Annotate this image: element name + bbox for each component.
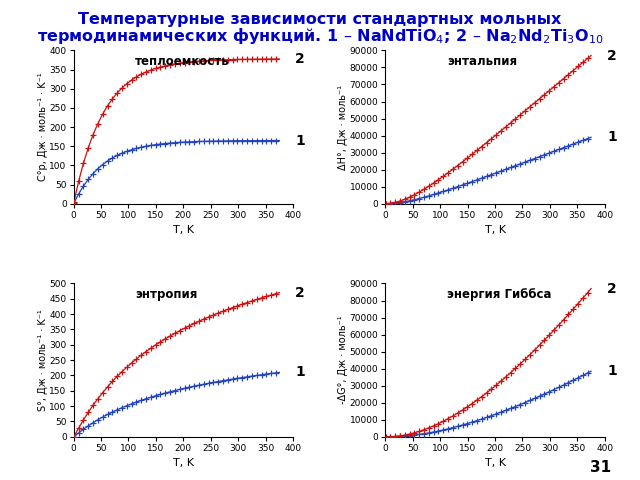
Y-axis label: -ΔG°, Дж · моль⁻¹: -ΔG°, Дж · моль⁻¹ <box>338 316 348 405</box>
X-axis label: T, K: T, K <box>484 225 506 235</box>
Text: 1: 1 <box>607 130 617 144</box>
Text: термодинамических функций. 1 – NaNdTiO$_4$; 2 – Na$_2$Nd$_2$Ti$_3$O$_{10}$: термодинамических функций. 1 – NaNdTiO$_… <box>36 26 604 47</box>
Text: 2: 2 <box>295 286 305 300</box>
Text: 1: 1 <box>295 365 305 379</box>
Text: энтропия: энтропия <box>135 288 197 301</box>
Text: 2: 2 <box>295 52 305 66</box>
Text: энергия Гиббса: энергия Гиббса <box>447 288 551 301</box>
Text: 31: 31 <box>590 460 611 475</box>
Y-axis label: ΔH°, Дж · моль⁻¹: ΔH°, Дж · моль⁻¹ <box>338 84 348 169</box>
Text: энтальпия: энтальпия <box>447 55 517 68</box>
Text: Температурные зависимости стандартных мольных: Температурные зависимости стандартных мо… <box>78 12 562 27</box>
Text: 1: 1 <box>295 133 305 147</box>
X-axis label: T, K: T, K <box>173 458 194 468</box>
Y-axis label: C°p, Дж · моль⁻¹ · K⁻¹: C°p, Дж · моль⁻¹ · K⁻¹ <box>38 73 48 181</box>
Text: теплоемкость: теплоемкость <box>135 55 230 68</box>
Text: 2: 2 <box>607 282 617 296</box>
X-axis label: T, K: T, K <box>173 225 194 235</box>
Y-axis label: S°, Дж · моль⁻¹ · K⁻¹: S°, Дж · моль⁻¹ · K⁻¹ <box>38 309 48 411</box>
Text: 1: 1 <box>607 364 617 378</box>
Text: 2: 2 <box>607 48 617 62</box>
X-axis label: T, K: T, K <box>484 458 506 468</box>
